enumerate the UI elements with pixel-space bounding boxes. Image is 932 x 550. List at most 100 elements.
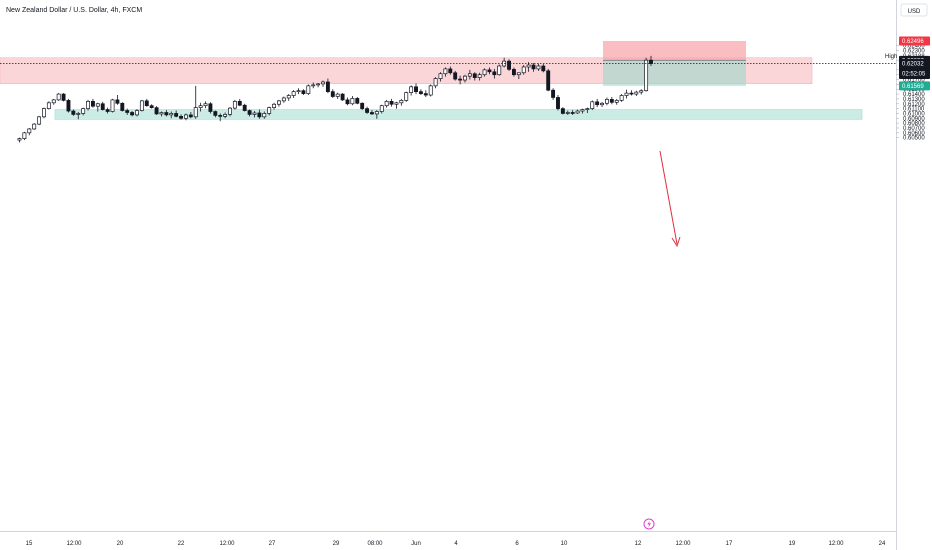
- candle: [86, 99, 90, 111]
- time-axis[interactable]: 15 12:00 20 22 12:00 27 29 08:00 Jun 4 6 10 12 12:00 1…: [26, 541, 886, 547]
- candle: [17, 137, 22, 143]
- candle: [306, 84, 311, 96]
- candle: [443, 67, 448, 77]
- candle: [135, 109, 139, 117]
- time-tick-label: Jun: [411, 541, 421, 547]
- candle: [169, 111, 174, 119]
- candle: [203, 101, 208, 109]
- time-tick-label: 12:00: [66, 541, 82, 547]
- price-tick-label: 0.60800: [903, 121, 925, 127]
- candle: [355, 96, 360, 105]
- candle: [286, 94, 291, 101]
- last-price-badge: 0.62032 02:52:05: [899, 58, 930, 79]
- time-tick-label: 24: [879, 541, 886, 547]
- time-tick-label: 6: [515, 541, 519, 547]
- candle: [179, 114, 183, 120]
- candle: [321, 80, 325, 87]
- candle: [100, 101, 105, 111]
- candle: [458, 75, 463, 85]
- candle: [477, 72, 482, 81]
- candle: [90, 98, 95, 108]
- candle: [110, 98, 115, 113]
- candle: [575, 109, 580, 114]
- candle: [418, 89, 423, 96]
- support-zone[interactable]: [54, 109, 863, 120]
- candle: [546, 68, 551, 92]
- candle: [183, 113, 188, 121]
- candle: [365, 106, 370, 114]
- candle: [531, 63, 536, 72]
- candle: [497, 64, 502, 76]
- candle: [257, 109, 262, 119]
- price-tick-label: 0.61200: [903, 102, 925, 108]
- candles-layer: [17, 55, 653, 143]
- lightning-event-icon[interactable]: [643, 518, 655, 530]
- candle: [428, 84, 433, 97]
- candle: [414, 83, 418, 95]
- candle: [482, 68, 487, 77]
- candle: [159, 111, 164, 117]
- candle: [51, 98, 56, 105]
- candle: [291, 90, 296, 98]
- candle: [330, 89, 335, 98]
- candle: [472, 72, 477, 81]
- svg-text:0.61569: 0.61569: [902, 84, 924, 90]
- candle: [404, 91, 409, 102]
- candle: [600, 101, 604, 108]
- candle: [521, 65, 526, 75]
- candle: [619, 94, 624, 102]
- chart-title: New Zealand Dollar / U.S. Dollar, 4h, FX…: [6, 7, 142, 14]
- price-axis[interactable]: 0.624000.623000.621000.619000.618000.617…: [885, 36, 930, 142]
- candle: [272, 102, 277, 110]
- candle: [144, 98, 149, 107]
- time-tick-label: 17: [726, 541, 733, 547]
- candle: [164, 110, 169, 117]
- candle: [507, 59, 511, 71]
- candle: [125, 108, 130, 115]
- candle: [389, 98, 394, 107]
- candle: [61, 93, 66, 102]
- candle: [448, 66, 453, 75]
- candle: [345, 97, 350, 106]
- candle: [360, 102, 365, 111]
- candle: [340, 93, 345, 101]
- candle: [301, 89, 306, 96]
- candle: [325, 78, 330, 94]
- candle: [580, 108, 585, 114]
- candle: [139, 99, 144, 112]
- position-tool[interactable]: [603, 41, 746, 86]
- stop-loss-area[interactable]: [603, 41, 746, 61]
- candle: [228, 107, 232, 117]
- candle: [433, 77, 438, 89]
- time-tick-label: 27: [269, 541, 276, 547]
- take-profit-area[interactable]: [603, 60, 746, 86]
- candle: [223, 112, 228, 119]
- candle: [467, 69, 472, 80]
- candle: [237, 98, 242, 107]
- candle: [115, 95, 120, 105]
- candle: [218, 113, 223, 122]
- candle: [37, 115, 42, 126]
- time-tick-label: 29: [333, 541, 340, 547]
- candle: [384, 99, 389, 108]
- time-tick-label: 08:00: [367, 541, 383, 547]
- candle: [604, 97, 609, 106]
- projection-arrow[interactable]: [659, 150, 678, 245]
- candle: [66, 98, 71, 113]
- candle: [208, 102, 213, 114]
- price-tick-label: 0.60600: [903, 131, 925, 137]
- chart-background: [0, 0, 896, 550]
- time-tick-label: 20: [117, 541, 124, 547]
- price-tick-label: 0.61400: [903, 92, 925, 98]
- candle: [198, 102, 203, 112]
- candle: [42, 107, 46, 119]
- candle: [560, 107, 565, 115]
- candle: [423, 90, 428, 97]
- price-tick-label: 0.60500: [903, 136, 925, 142]
- currency-button[interactable]: [900, 3, 928, 17]
- candle: [277, 99, 281, 107]
- candle: [262, 111, 267, 119]
- svg-text:02:52:05: 02:52:05: [902, 71, 926, 77]
- price-tick-label: 0.61300: [903, 97, 925, 103]
